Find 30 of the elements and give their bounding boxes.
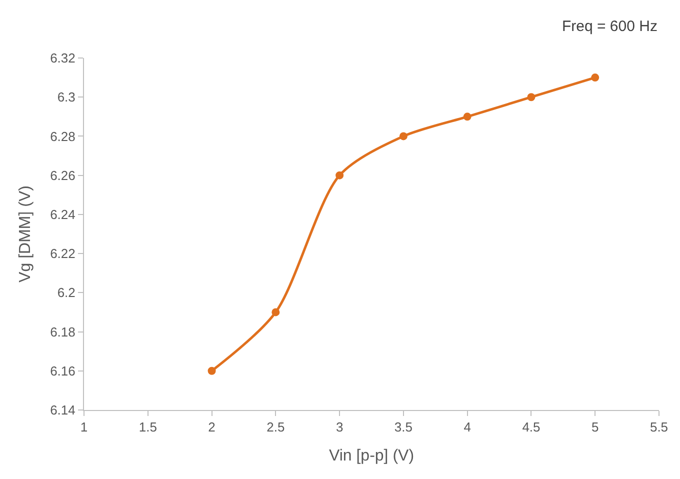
x-tick-label: 4.5	[522, 420, 540, 435]
x-tick-label: 1.5	[138, 420, 157, 435]
point	[399, 132, 408, 140]
y-tick-label: 6.32	[50, 50, 76, 66]
x-tick-label: 4	[464, 420, 471, 435]
y-tick-label: 6.2	[57, 285, 76, 300]
y-tick-label: 6.22	[50, 246, 76, 262]
point	[591, 74, 600, 82]
y-tick-label: 6.18	[50, 324, 76, 340]
point	[272, 308, 280, 316]
point	[336, 171, 344, 180]
y-tick-label: 6.3	[57, 90, 76, 105]
y-axis-title: Vg [DMM] (V)	[16, 186, 34, 282]
x-tick-label: 3	[336, 420, 344, 435]
x-tick-label: 3.5	[394, 420, 412, 435]
y-tick-label: 6.14	[50, 402, 76, 418]
point	[463, 112, 472, 121]
point	[527, 93, 536, 102]
x-tick-label: 2	[208, 420, 216, 435]
x-tick-label: 1	[80, 420, 88, 435]
x-tick-label: 2.5	[266, 420, 285, 435]
point	[208, 366, 216, 375]
y-tick-label: 6.24	[50, 206, 76, 222]
x-tick-label: 5.5	[650, 420, 668, 435]
y-tick-label: 6.26	[50, 168, 76, 183]
y-tick-label: 6.28	[50, 128, 76, 144]
x-axis-title: Vin [p-p] (V)	[328, 447, 414, 464]
x-tick-label: 5	[591, 420, 599, 435]
text: Freq = 600 Hz	[562, 18, 658, 35]
y-tick-label: 6.16	[50, 363, 76, 378]
